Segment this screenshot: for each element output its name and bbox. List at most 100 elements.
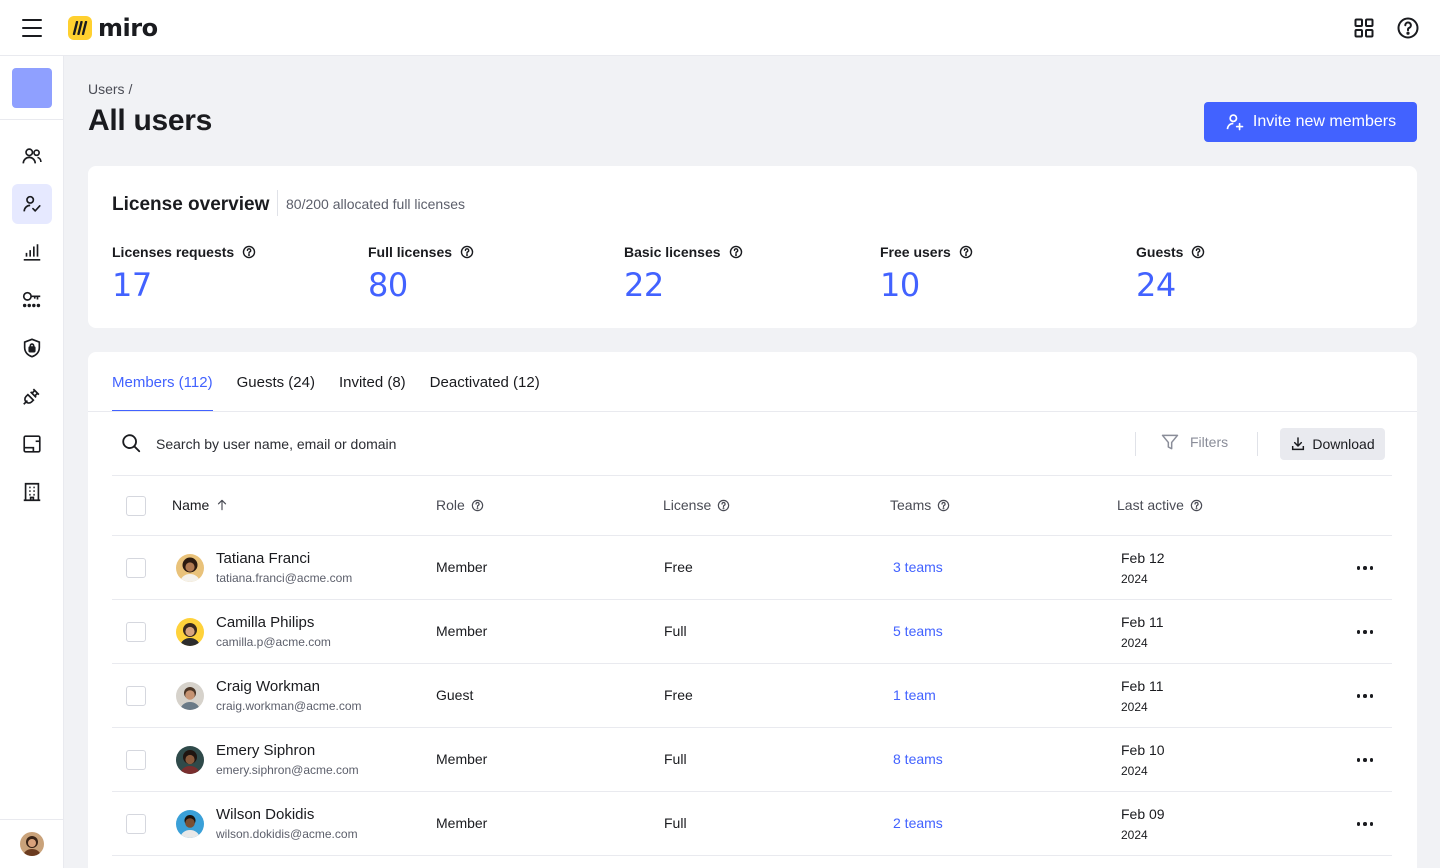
help-icon[interactable] (937, 499, 950, 512)
user-teams-link[interactable]: 2 teams (893, 815, 943, 831)
user-email: tatiana.franci@acme.com (216, 571, 353, 585)
stat-value[interactable]: 10 (880, 266, 920, 304)
user-teams-link[interactable]: 3 teams (893, 559, 943, 575)
sidebar-item-user-management[interactable] (12, 184, 52, 224)
miro-logo[interactable]: miro (68, 14, 158, 42)
current-user-avatar[interactable] (20, 832, 44, 856)
column-header-last-active: Last active (1117, 497, 1203, 513)
last-active-year: 2024 (1121, 828, 1148, 842)
sidebar-item-company[interactable] (12, 472, 52, 512)
last-active-date: Feb 12 (1121, 550, 1165, 566)
column-header-role: Role (436, 497, 484, 513)
apps-grid-icon[interactable] (1352, 16, 1376, 40)
more-options-icon[interactable] (1354, 814, 1376, 834)
user-name[interactable]: Camilla Philips (216, 614, 315, 631)
sidebar-divider-bottom (0, 819, 64, 820)
select-all-checkbox[interactable] (126, 496, 146, 516)
column-header-name[interactable]: Name (172, 497, 229, 513)
help-icon[interactable] (1190, 499, 1203, 512)
user-name[interactable]: Emery Siphron (216, 742, 316, 759)
users-icon (22, 148, 42, 164)
user-name[interactable]: Tatiana Franci (216, 550, 311, 567)
user-role: Member (436, 751, 488, 767)
tabs: Members (112) Guests (24) Invited (8) De… (112, 352, 540, 412)
stat-value[interactable]: 22 (624, 266, 664, 304)
download-button[interactable]: Download (1280, 428, 1385, 460)
last-active-year: 2024 (1121, 636, 1148, 650)
user-license: Free (664, 687, 693, 703)
help-icon[interactable] (717, 499, 730, 512)
table-row[interactable]: Craig Workman craig.workman@acme.com Gue… (112, 664, 1392, 728)
last-active-year: 2024 (1121, 700, 1148, 714)
users-table: Name Role License Teams Last active (112, 476, 1392, 856)
more-options-icon[interactable] (1354, 750, 1376, 770)
row-checkbox[interactable] (126, 814, 146, 834)
filters-label: Filters (1190, 434, 1229, 450)
stat-basic-licenses: Basic licenses 22 (624, 244, 743, 304)
user-license: Full (664, 623, 687, 639)
help-icon[interactable] (460, 245, 474, 259)
sort-arrow-up-icon[interactable] (215, 498, 229, 512)
more-options-icon[interactable] (1354, 622, 1376, 642)
help-icon[interactable] (1396, 16, 1420, 40)
more-options-icon[interactable] (1354, 558, 1376, 578)
help-icon[interactable] (242, 245, 256, 259)
breadcrumb[interactable]: Users / (88, 81, 133, 97)
user-name[interactable]: Wilson Dokidis (216, 806, 315, 823)
row-checkbox[interactable] (126, 622, 146, 642)
table-row[interactable]: Emery Siphron emery.siphron@acme.com Mem… (112, 728, 1392, 792)
more-options-icon[interactable] (1354, 686, 1376, 706)
avatar (176, 810, 204, 838)
filters-button[interactable]: Filters (1160, 432, 1228, 452)
row-checkbox[interactable] (126, 686, 146, 706)
sidebar-item-sso[interactable] (12, 280, 52, 320)
tab-members[interactable]: Members (112) (112, 352, 213, 412)
help-icon[interactable] (1191, 245, 1205, 259)
plug-icon (23, 388, 40, 405)
license-overview-title: License overview (112, 194, 270, 215)
sidebar (0, 56, 64, 868)
help-icon[interactable] (729, 245, 743, 259)
table-row[interactable]: Wilson Dokidis wilson.dokidis@acme.com M… (112, 792, 1392, 856)
hamburger-menu-icon[interactable] (20, 16, 44, 40)
logo-text: miro (98, 14, 158, 42)
stat-label: Licenses requests (112, 244, 235, 260)
board-icon (23, 435, 41, 453)
last-active-date: Feb 11 (1121, 614, 1164, 630)
avatar (176, 746, 204, 774)
table-header: Name Role License Teams Last active (112, 476, 1392, 536)
row-checkbox[interactable] (126, 558, 146, 578)
sidebar-item-integrations[interactable] (12, 376, 52, 416)
table-row[interactable]: Camilla Philips camilla.p@acme.com Membe… (112, 600, 1392, 664)
license-title-separator (277, 190, 278, 216)
help-icon[interactable] (471, 499, 484, 512)
stat-value[interactable]: 80 (368, 266, 408, 304)
user-teams-link[interactable]: 5 teams (893, 623, 943, 639)
tabs-divider (88, 411, 1417, 412)
tab-deactivated[interactable]: Deactivated (12) (429, 373, 540, 391)
stat-label: Free users (880, 244, 951, 260)
sidebar-item-users[interactable] (12, 136, 52, 176)
user-name[interactable]: Craig Workman (216, 678, 320, 695)
stat-label: Basic licenses (624, 244, 721, 260)
user-teams-link[interactable]: 8 teams (893, 751, 943, 767)
user-teams-link[interactable]: 1 team (893, 687, 936, 703)
tab-guests[interactable]: Guests (24) (236, 373, 315, 391)
sidebar-item-security[interactable] (12, 328, 52, 368)
row-checkbox[interactable] (126, 750, 146, 770)
top-bar: miro (0, 0, 1440, 56)
stat-label: Guests (1136, 244, 1184, 260)
table-row[interactable]: Tatiana Franci tatiana.franci@acme.com M… (112, 536, 1392, 600)
org-avatar[interactable] (12, 68, 52, 108)
stat-value[interactable]: 24 (1136, 266, 1176, 304)
sidebar-item-boards[interactable] (12, 424, 52, 464)
search-icon (122, 434, 141, 453)
tab-invited[interactable]: Invited (8) (338, 373, 406, 391)
invite-new-members-button[interactable]: Invite new members (1204, 102, 1417, 142)
sidebar-item-analytics[interactable] (12, 232, 52, 272)
filter-icon (1161, 434, 1179, 450)
search-input[interactable] (156, 432, 856, 456)
stat-value[interactable]: 17 (112, 266, 152, 304)
help-icon[interactable] (959, 245, 973, 259)
last-active-date: Feb 11 (1121, 678, 1164, 694)
